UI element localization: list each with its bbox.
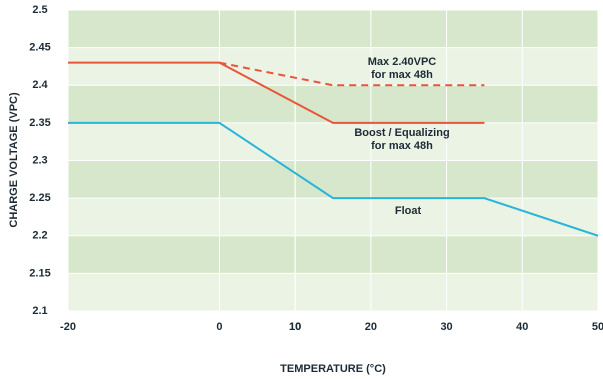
y-tick-label: 2.5 [32,4,47,16]
y-tick-label: 2.3 [32,154,47,166]
annotation: Max 2.40VPC [368,56,437,68]
band [68,160,598,199]
x-tick-label: 50 [592,321,603,333]
annotation: for max 48h [371,69,433,81]
x-tick-label: -20 [60,321,76,333]
y-tick-label: 2.4 [32,79,48,91]
band [68,47,598,86]
band [68,198,598,236]
band [68,235,598,274]
y-tick-label: 2.45 [29,42,50,54]
x-tick-label: 10 [289,321,301,333]
y-tick-label: 2.1 [32,305,47,317]
band [68,273,598,311]
line-series [219,61,485,87]
y-tick-label: 2.35 [29,117,50,129]
x-tick-label: 0 [216,321,222,333]
x-axis-title: TEMPERATURE (°C) [280,363,386,375]
annotation: for max 48h [371,140,433,152]
y-tick-label: 2.15 [29,267,50,279]
y-axis-title: CHARGE VOLTAGE (VPC) [8,92,20,228]
x-tick-label: 30 [440,321,452,333]
line-series [68,121,599,237]
y-tick-label: 2.2 [32,230,47,242]
line-series [68,61,485,124]
band [68,122,598,161]
x-tick-label: 10 [289,321,301,333]
y-tick-label: 2.25 [29,192,50,204]
annotation: Float [395,205,422,217]
band [68,10,598,48]
band [68,85,598,123]
x-tick-label: 20 [365,321,377,333]
annotation: Boost / Equalizing [354,127,449,139]
x-tick-label: 40 [516,321,528,333]
